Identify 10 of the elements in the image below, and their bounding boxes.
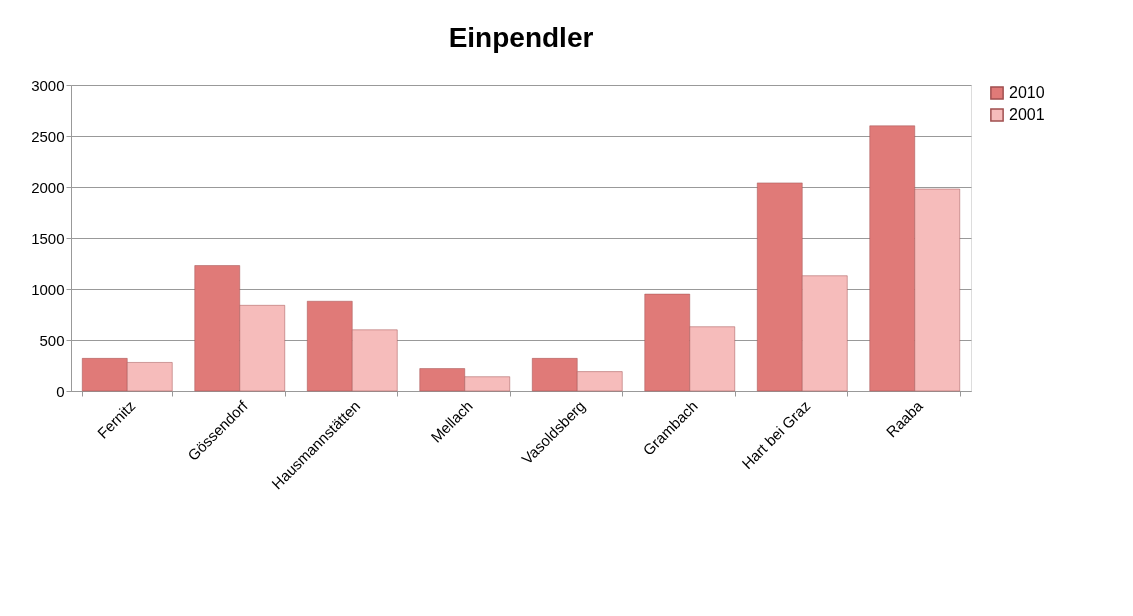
chart-title: Einpendler	[448, 22, 594, 53]
y-tick-label: 2000	[31, 178, 65, 196]
legend-label: 2001	[1009, 106, 1045, 123]
legend-label: 2010	[1009, 84, 1045, 101]
y-tick-label: 500	[39, 331, 65, 349]
y-tick-label: 1000	[31, 280, 65, 298]
y-tick-label: 3000	[31, 76, 65, 94]
y-tick-label: 1500	[31, 229, 65, 247]
y-tick-label: 2500	[31, 127, 65, 145]
y-tick-label: 0	[56, 382, 65, 400]
